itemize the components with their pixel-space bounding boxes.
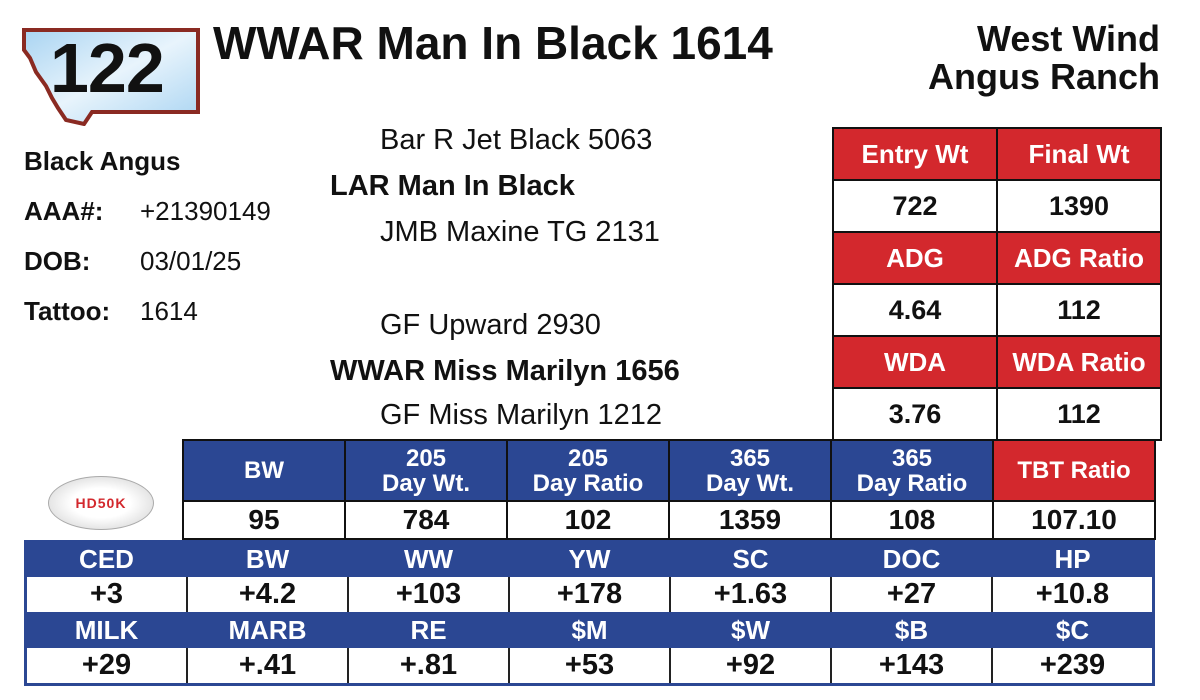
adg-value: 4.64 — [832, 283, 998, 337]
performance-header-line: Day Ratio — [856, 469, 968, 497]
epd-value: +.81 — [347, 646, 510, 686]
performance-header: 365 Day Ratio — [830, 439, 994, 502]
epd-label: BW — [186, 540, 349, 577]
wda-ratio-label: WDA Ratio — [996, 335, 1162, 389]
lot-number: 122 — [50, 29, 165, 107]
wda-label: WDA — [832, 335, 998, 389]
performance-header: 365 Day Wt. — [668, 439, 832, 502]
dam: WWAR Miss Marilyn 1656 — [330, 355, 680, 387]
performance-header-line: 365 — [891, 444, 933, 472]
epd-value: +103 — [347, 575, 510, 614]
epd-value: +27 — [830, 575, 993, 614]
performance-header-line: BW — [244, 457, 284, 484]
adg-ratio-value: 112 — [996, 283, 1162, 337]
aaa-label: AAA#: — [24, 196, 104, 226]
epd-label: $C — [991, 612, 1155, 648]
wda-value: 3.76 — [832, 387, 998, 441]
epd-value: +143 — [830, 646, 993, 686]
performance-header-line: 365 — [729, 444, 771, 472]
epd-label: $W — [669, 612, 832, 648]
performance-value: 107.10 — [992, 500, 1156, 540]
epd-value: +1.63 — [669, 575, 832, 614]
performance-value: 1359 — [668, 500, 832, 540]
performance-header-line: 205 — [567, 444, 609, 472]
animal-name: WWAR Man In Black 1614 — [213, 17, 773, 69]
dob-value: 03/01/25 — [140, 246, 242, 276]
final-wt-value: 1390 — [996, 179, 1162, 233]
epd-value: +3 — [24, 575, 188, 614]
epd-value: +92 — [669, 646, 832, 686]
performance-header: 205 Day Ratio — [506, 439, 670, 502]
epd-label: DOC — [830, 540, 993, 577]
sire-sire: Bar R Jet Black 5063 — [380, 124, 653, 156]
epd-value: +4.2 — [186, 575, 349, 614]
dam-sire: GF Upward 2930 — [380, 309, 601, 341]
test-results-table: Entry Wt Final Wt 722 1390 ADG ADG Ratio 4.… — [832, 127, 1162, 441]
epd-value: +53 — [508, 646, 671, 686]
performance-header: BW — [182, 439, 346, 502]
performance-header: 205 Day Wt. — [344, 439, 508, 502]
ranch-name: West Wind Angus Ranch — [928, 20, 1160, 96]
performance-value: 784 — [344, 500, 508, 540]
wda-ratio-value: 112 — [996, 387, 1162, 441]
performance-value: 95 — [182, 500, 346, 540]
epd-value: +178 — [508, 575, 671, 614]
ranch-name-line2: Angus Ranch — [927, 56, 1160, 97]
tattoo-value: 1614 — [140, 296, 198, 326]
epd-label: RE — [347, 612, 510, 648]
adg-label: ADG — [832, 231, 998, 285]
performance-header-line: Day Ratio — [532, 469, 644, 497]
entry-wt-label: Entry Wt — [832, 127, 998, 181]
epd-table: CED BW WW YW SC DOC HP +3 +4.2 +103 +178 +1.63 +27 +1… — [24, 540, 1155, 686]
epd-label: YW — [508, 540, 671, 577]
entry-wt-value: 722 — [832, 179, 998, 233]
sire-dam: JMB Maxine TG 2131 — [380, 216, 660, 248]
montana-state-icon — [22, 28, 200, 126]
epd-value: +239 — [991, 646, 1155, 686]
epd-label: HP — [991, 540, 1155, 577]
performance-value: 102 — [506, 500, 670, 540]
epd-value: +29 — [24, 646, 188, 686]
epd-value: +10.8 — [991, 575, 1155, 614]
performance-header-line: Day Wt. — [705, 469, 794, 497]
sire: LAR Man In Black — [330, 170, 575, 202]
adg-ratio-label: ADG Ratio — [996, 231, 1162, 285]
performance-header-line: Day Wt. — [381, 469, 470, 497]
performance-header: TBT Ratio — [992, 439, 1156, 502]
breed: Black Angus — [24, 146, 181, 176]
aaa-value: +21390149 — [140, 196, 271, 226]
dob-label: DOB: — [24, 246, 91, 276]
epd-label: $M — [508, 612, 671, 648]
epd-label: WW — [347, 540, 510, 577]
hd50k-logo: HD50K — [48, 476, 154, 530]
tattoo-label: Tattoo: — [24, 296, 111, 326]
ranch-name-line1: West Wind — [976, 18, 1160, 59]
epd-label: MILK — [24, 612, 188, 648]
performance-value: 108 — [830, 500, 994, 540]
performance-header-line: TBT Ratio — [1017, 457, 1131, 484]
performance-header-line: 205 — [405, 444, 447, 472]
epd-value: +.41 — [186, 646, 349, 686]
epd-label: MARB — [186, 612, 349, 648]
epd-label: $B — [830, 612, 993, 648]
epd-label: SC — [669, 540, 832, 577]
epd-label: CED — [24, 540, 188, 577]
performance-table: BW 205 Day Wt. 205 Day Ratio 365 Day Wt. 365 Day… — [182, 439, 1156, 540]
final-wt-label: Final Wt — [996, 127, 1162, 181]
dam-dam: GF Miss Marilyn 1212 — [380, 399, 663, 431]
